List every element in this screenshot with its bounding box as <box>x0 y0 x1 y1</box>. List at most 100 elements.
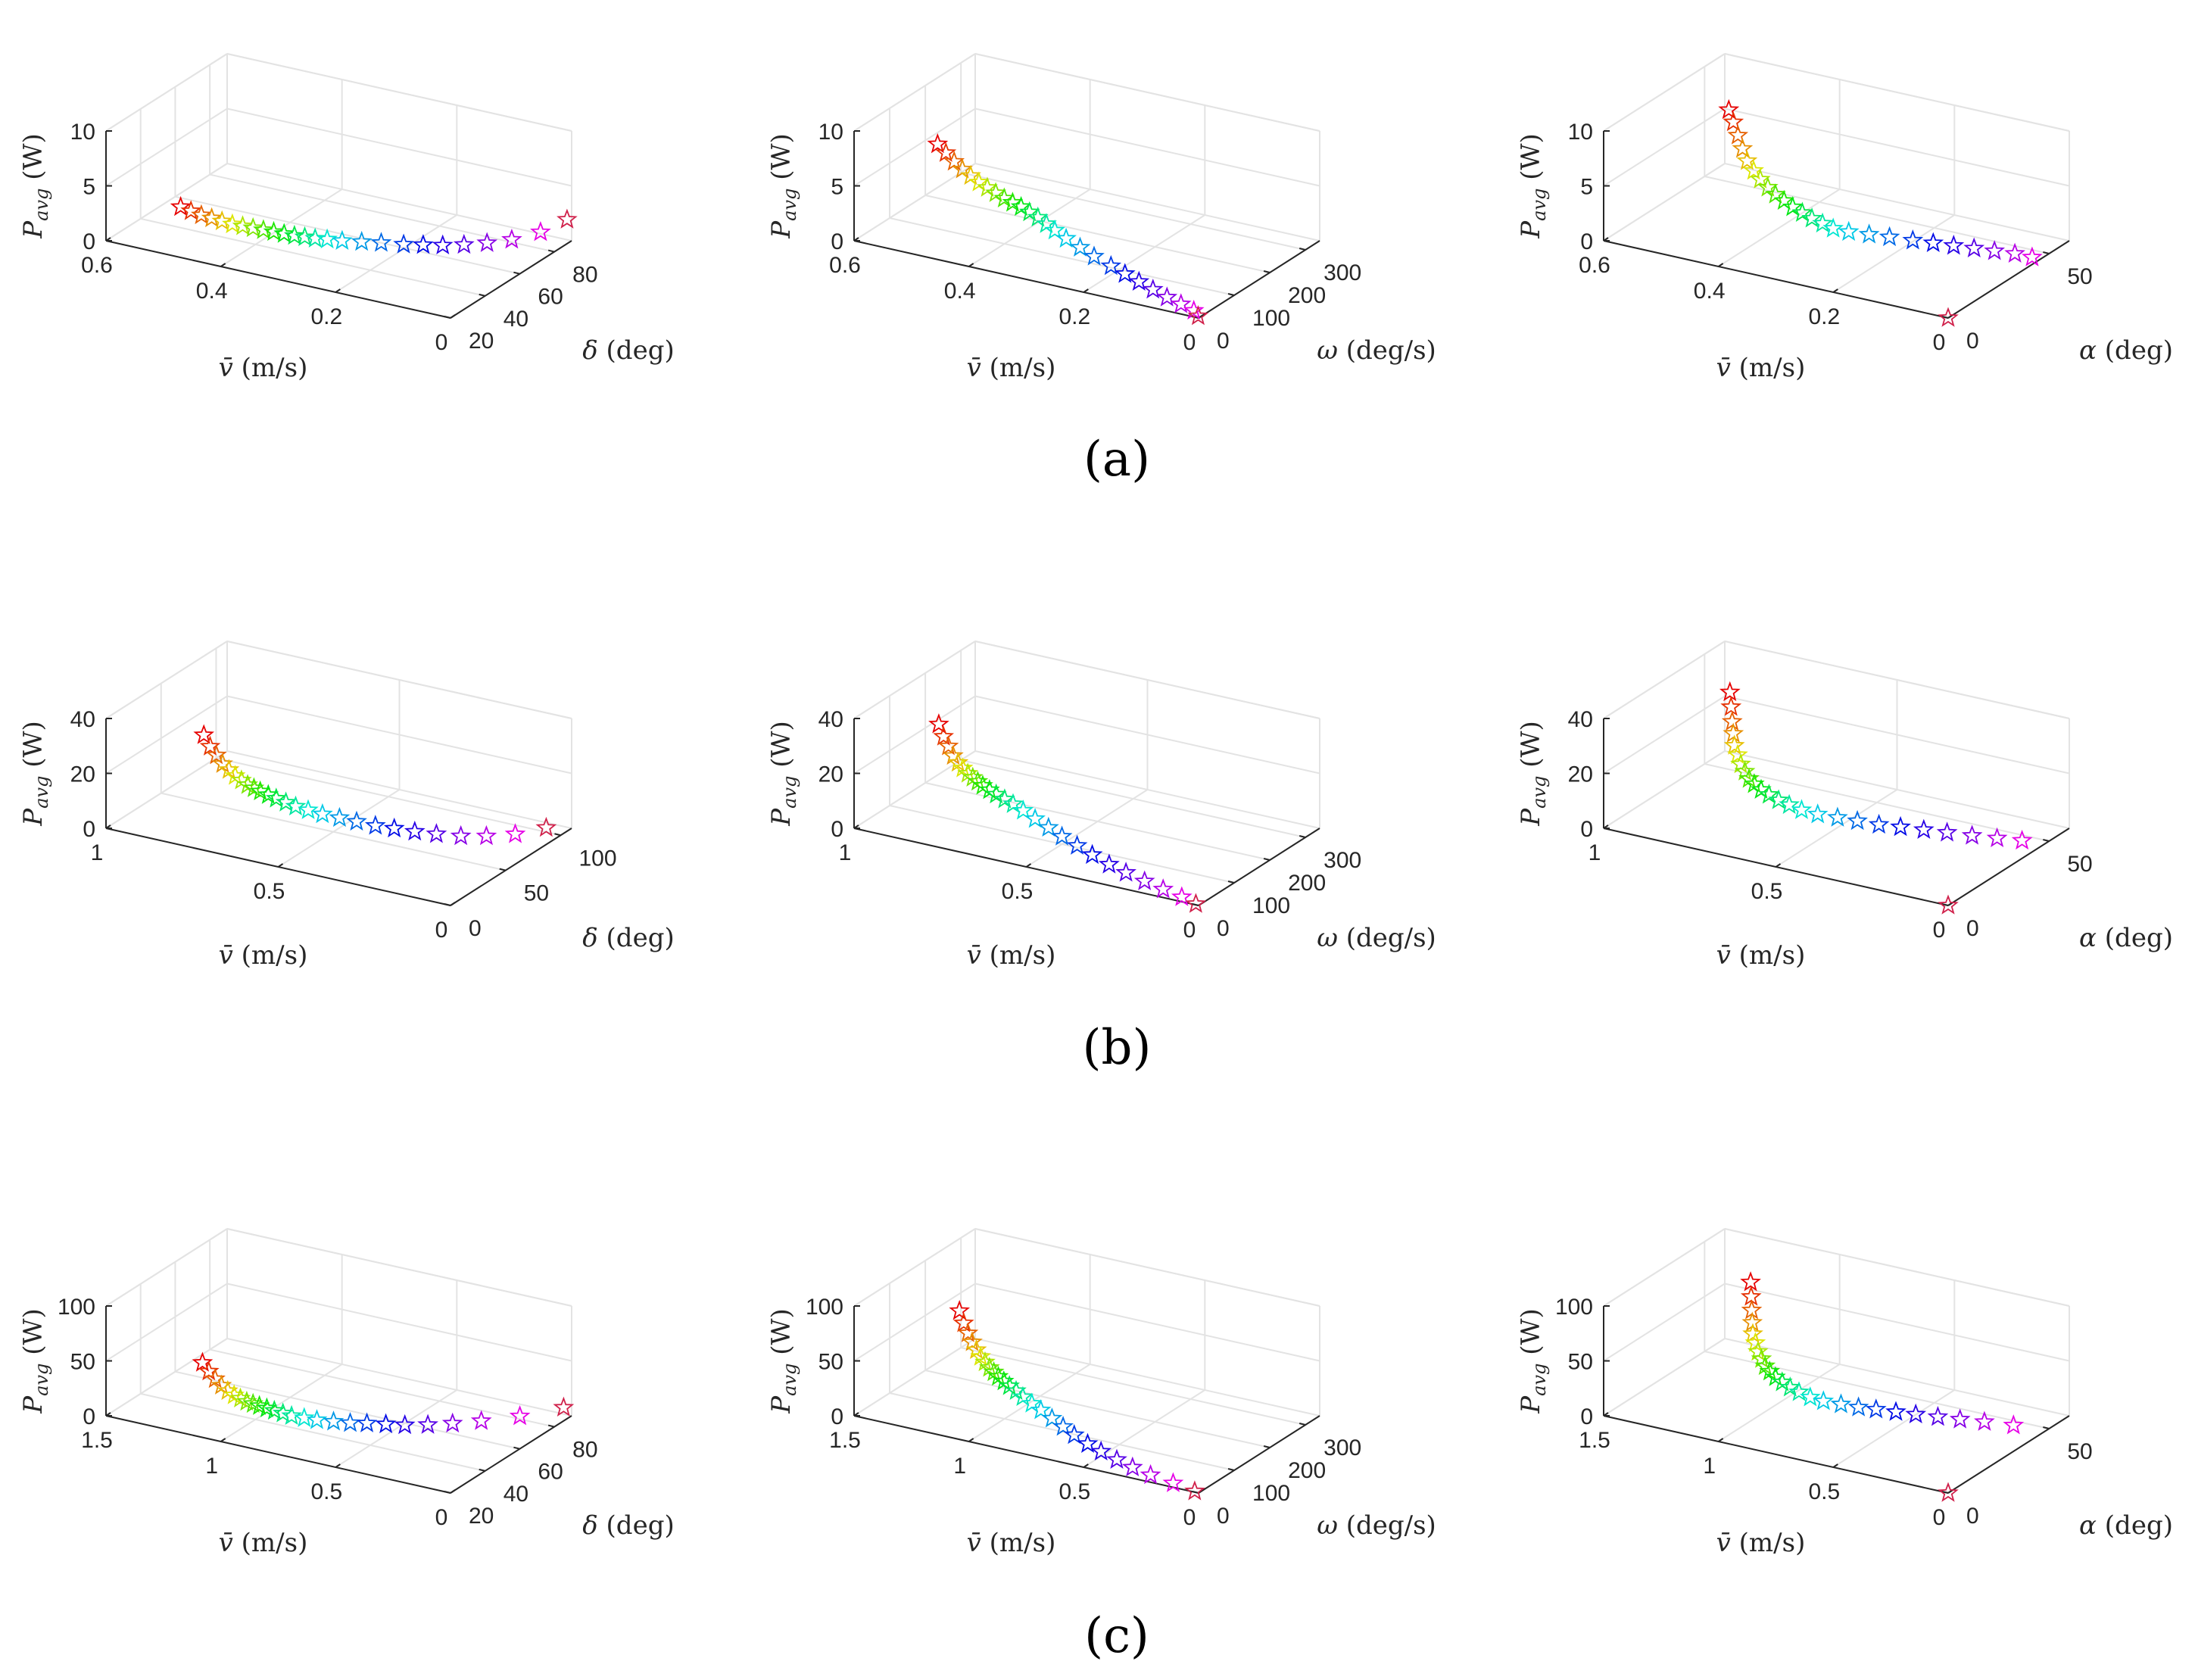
grid-line <box>1603 108 1726 187</box>
x-tick-label: 1 <box>1588 840 1601 865</box>
data-point <box>1723 722 1744 743</box>
y-tick-mark <box>1227 293 1235 296</box>
y-axis-line <box>1198 240 1320 319</box>
y-tick-mark <box>479 293 485 297</box>
z-tick-label: 0 <box>1580 1404 1593 1429</box>
z-tick-label: 20 <box>1568 762 1593 787</box>
x-tick-mark <box>1718 263 1724 267</box>
data-point <box>223 1384 245 1404</box>
grid-line <box>1025 789 1149 868</box>
grid-line <box>1603 1228 1726 1307</box>
data-point <box>253 219 274 239</box>
grid-line <box>924 1370 1270 1448</box>
z-tick-label: 20 <box>818 762 843 787</box>
grid-line <box>209 173 555 253</box>
data-point <box>974 1351 996 1372</box>
grid-line <box>1724 641 2070 719</box>
data-point <box>1114 263 1136 283</box>
y-tick-mark <box>1227 1468 1235 1471</box>
y-tick-mark <box>513 271 520 275</box>
z-axis-label: Pavg (W) <box>766 721 800 826</box>
x-tick-label: 0.2 <box>310 304 342 329</box>
grid-line <box>226 1338 572 1417</box>
x-tick-label: 0 <box>435 330 448 355</box>
z-tick-label: 100 <box>806 1295 843 1320</box>
data-point <box>937 735 959 756</box>
series-markers <box>1740 1271 2025 1502</box>
data-point <box>962 1331 983 1351</box>
x-tick-label: 0.2 <box>1808 304 1840 329</box>
grid-line <box>974 695 1320 775</box>
grid-line <box>226 1228 572 1307</box>
z-tick-label: 5 <box>83 175 95 200</box>
data-point <box>509 1405 531 1426</box>
z-tick-label: 50 <box>1568 1350 1593 1375</box>
data-point <box>1142 279 1164 299</box>
z-axis-label: Pavg (W) <box>766 1308 800 1414</box>
series-markers <box>170 195 578 254</box>
grid-line <box>105 108 228 187</box>
x-tick-mark <box>220 1438 226 1442</box>
y-tick-label: 0 <box>1217 916 1230 941</box>
grid-line <box>220 189 343 267</box>
data-point <box>275 791 297 812</box>
x-tick-label: 1.5 <box>829 1428 861 1453</box>
x-tick-label: 0 <box>1933 1505 1946 1530</box>
data-point <box>272 1402 294 1423</box>
grid-line <box>960 172 1306 251</box>
data-point <box>201 207 223 228</box>
x-tick-label: 1 <box>839 840 852 865</box>
data-point <box>1171 886 1193 906</box>
x-tick-label: 0.5 <box>1808 1479 1840 1504</box>
data-point <box>393 233 414 254</box>
data-point <box>1847 809 1868 831</box>
data-point <box>1098 853 1120 874</box>
x-axis-line <box>853 240 1199 319</box>
grid-line <box>226 695 572 775</box>
y-tick-label: 100 <box>578 846 616 871</box>
grid-line <box>974 1283 1320 1362</box>
data-point <box>346 810 367 831</box>
series-markers <box>949 1300 1205 1501</box>
x-tick-label: 1 <box>953 1454 966 1479</box>
y-tick-mark <box>513 1446 520 1450</box>
x-axis-label: v̄ (m/s) <box>219 353 308 383</box>
y-axis-label: ω (deg/s) <box>1317 335 1436 366</box>
grid-line <box>974 1228 1320 1307</box>
z-tick-label: 20 <box>70 762 95 787</box>
data-point <box>229 1387 251 1407</box>
z-tick-label: 40 <box>818 707 843 732</box>
z-tick-label: 10 <box>70 120 95 145</box>
z-tick-label: 0 <box>83 817 95 842</box>
grid-line <box>226 1283 572 1362</box>
grid-line <box>226 641 572 719</box>
data-point <box>535 816 557 837</box>
data-point <box>994 788 1015 809</box>
data-point <box>475 824 497 846</box>
data-point <box>1090 1440 1112 1461</box>
data-point <box>1961 824 1983 845</box>
grid-line <box>1603 1338 1726 1417</box>
data-point <box>1922 232 1944 252</box>
x-axis-label: v̄ (m/s) <box>1716 1528 1806 1558</box>
data-point <box>1865 1398 1887 1419</box>
series-markers <box>1719 681 2033 915</box>
z-tick-label: 0 <box>831 229 843 254</box>
data-point <box>1938 307 1959 327</box>
z-tick-label: 5 <box>1580 175 1593 200</box>
x-tick-mark <box>968 263 974 267</box>
x-axis-label: v̄ (m/s) <box>967 940 1056 971</box>
y-tick-mark <box>1299 1423 1306 1426</box>
x-axis-label: v̄ (m/s) <box>967 353 1056 383</box>
x-tick-mark <box>1083 288 1089 293</box>
y-tick-label: 0 <box>1966 329 1979 354</box>
data-point <box>1106 1448 1127 1469</box>
z-axis-label: Pavg (W) <box>1516 721 1550 826</box>
grid-line <box>1724 163 2070 242</box>
grid-line <box>226 750 572 829</box>
grid-line <box>209 1348 555 1428</box>
